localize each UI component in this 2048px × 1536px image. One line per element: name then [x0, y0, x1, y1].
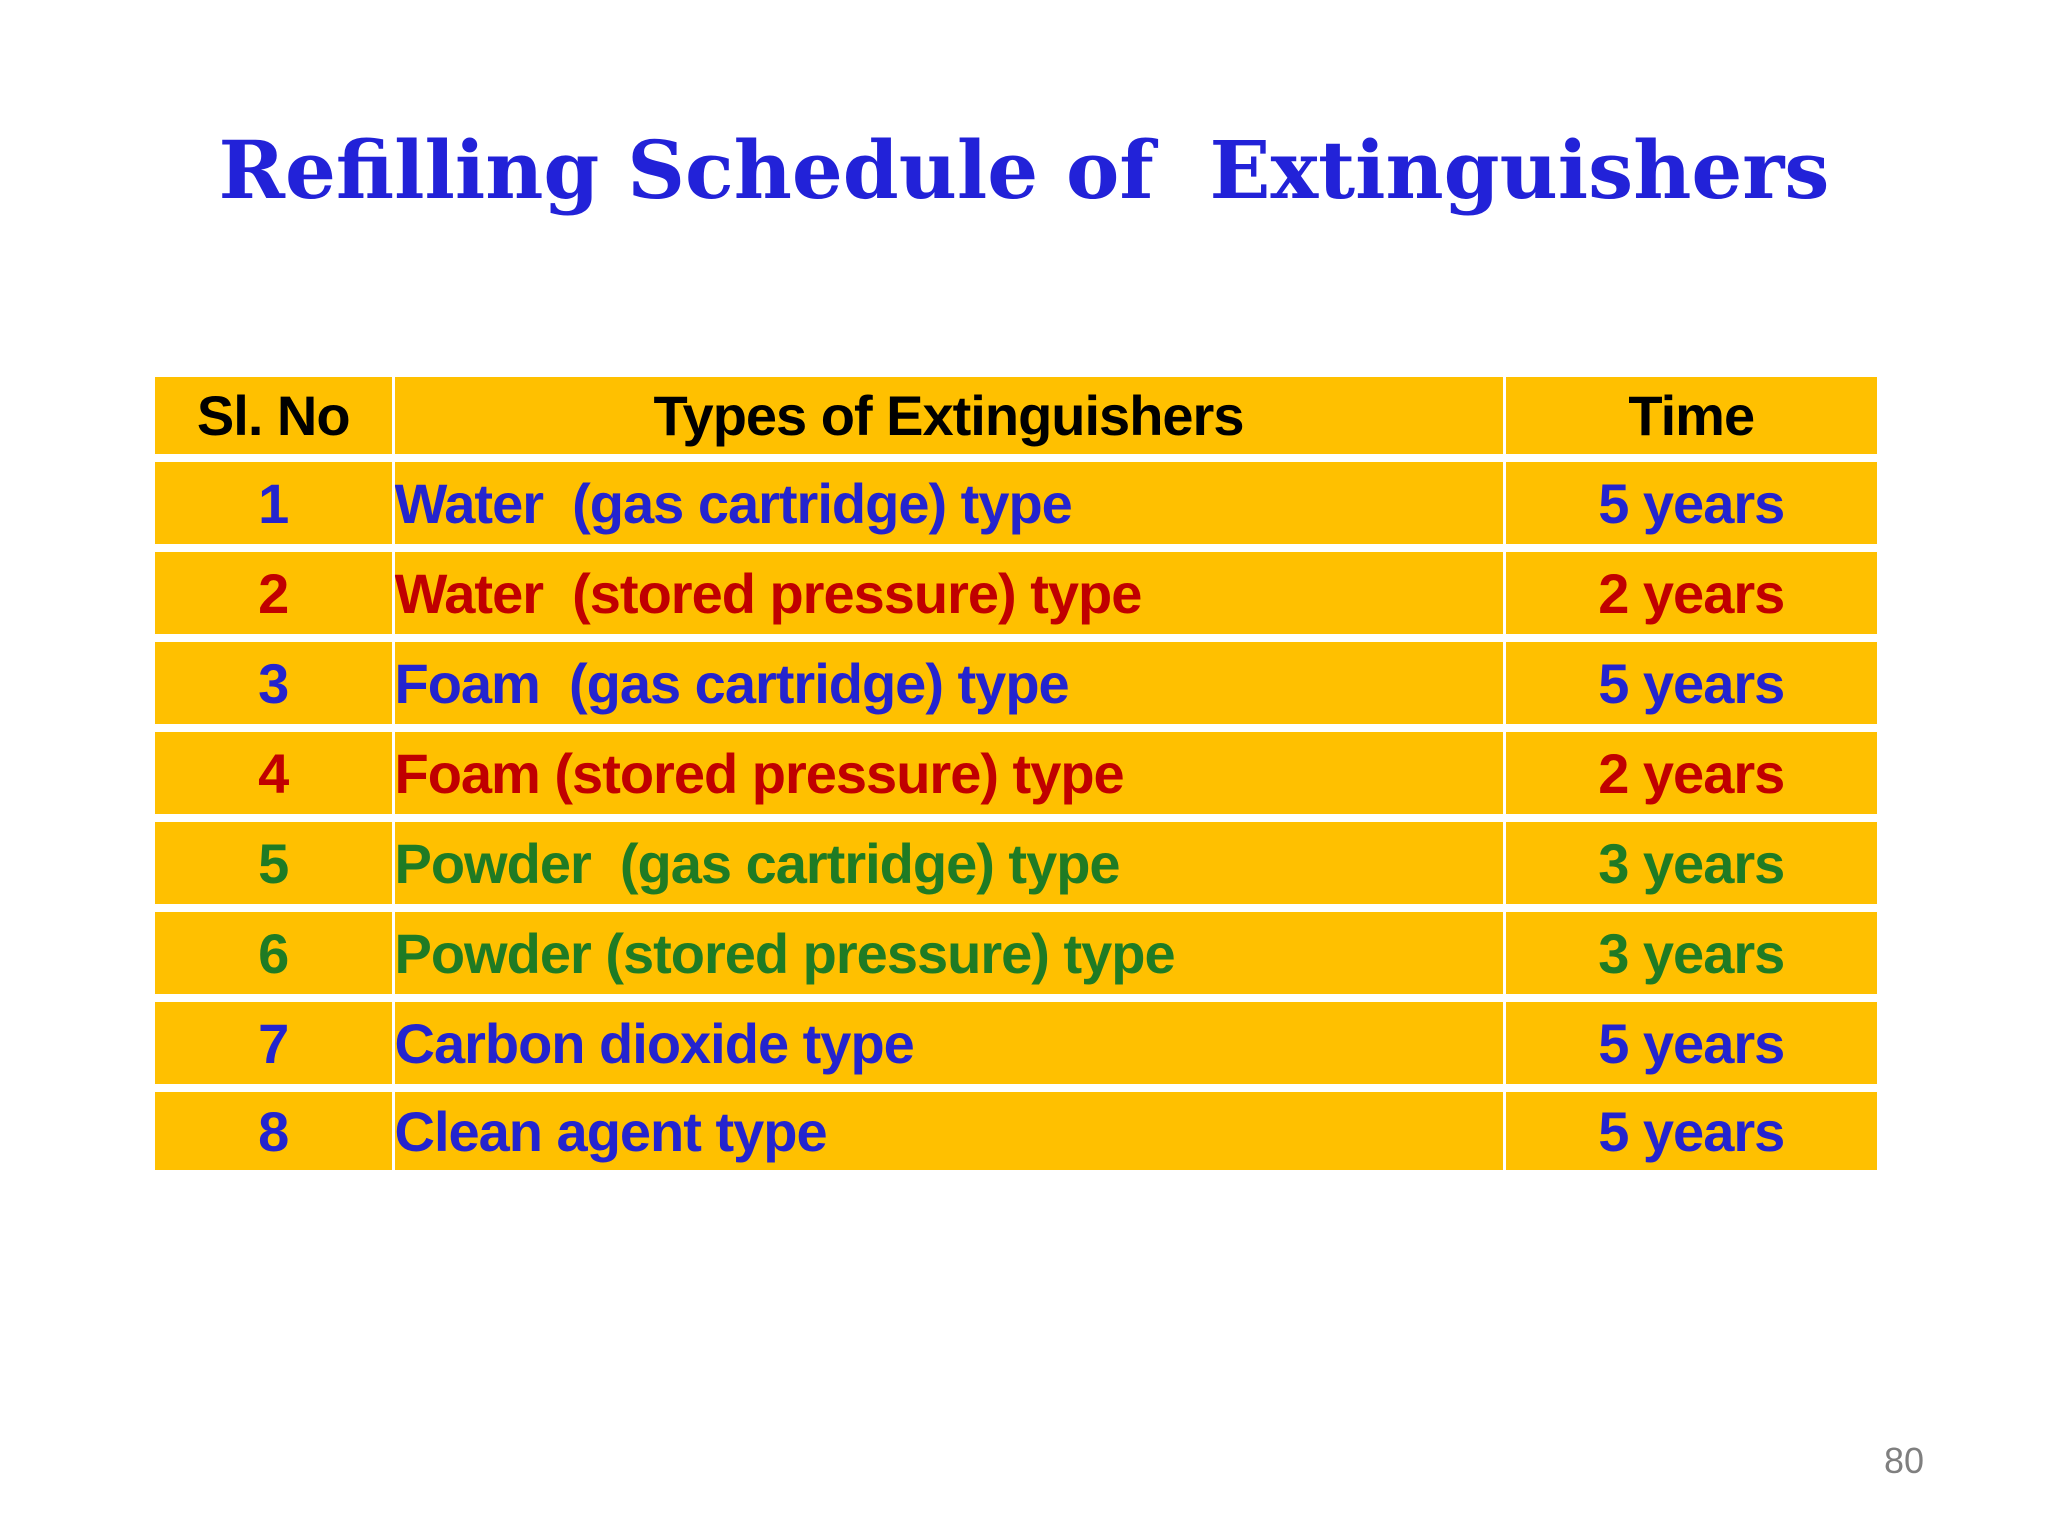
cell-sl-no: 6: [155, 908, 395, 1002]
table-row: 2 Water (stored pressure) type 2 years: [155, 548, 1877, 642]
table-row: 1 Water (gas cartridge) type 5 years: [155, 458, 1877, 552]
table-row: 5 Powder (gas cartridge) type 3 years: [155, 818, 1877, 912]
cell-time: 5 years: [1504, 458, 1877, 552]
cell-type: Carbon dioxide type: [393, 998, 1506, 1092]
cell-time: 2 years: [1504, 728, 1877, 822]
table-row: 8 Clean agent type 5 years: [155, 1088, 1877, 1170]
cell-type: Powder (stored pressure) type: [393, 908, 1506, 1002]
page-number: 80: [1884, 1440, 1925, 1481]
refilling-schedule-table: Sl. No Types of Extinguishers Time 1 Wat…: [155, 377, 1877, 1170]
slide-title: Refilling Schedule of Extinguishers: [218, 123, 1830, 217]
cell-type: Powder (gas cartridge) type: [393, 818, 1506, 912]
cell-time: 3 years: [1504, 818, 1877, 912]
header-cell-types: Types of Extinguishers: [393, 377, 1506, 462]
table-row: 4 Foam (stored pressure) type 2 years: [155, 728, 1877, 822]
cell-time: 2 years: [1504, 548, 1877, 642]
cell-time: 3 years: [1504, 908, 1877, 1002]
cell-sl-no: 8: [155, 1088, 395, 1170]
cell-type: Water (gas cartridge) type: [393, 458, 1506, 552]
cell-type: Foam (stored pressure) type: [393, 728, 1506, 822]
table-row: 6 Powder (stored pressure) type 3 years: [155, 908, 1877, 1002]
header-cell-sl-no: Sl. No: [155, 377, 395, 462]
cell-sl-no: 5: [155, 818, 395, 912]
table-row: 3 Foam (gas cartridge) type 5 years: [155, 638, 1877, 732]
header-cell-time: Time: [1504, 377, 1877, 462]
cell-type: Foam (gas cartridge) type: [393, 638, 1506, 732]
cell-time: 5 years: [1504, 638, 1877, 732]
cell-time: 5 years: [1504, 1088, 1877, 1170]
cell-sl-no: 3: [155, 638, 395, 732]
cell-time: 5 years: [1504, 998, 1877, 1092]
cell-sl-no: 1: [155, 458, 395, 552]
cell-sl-no: 2: [155, 548, 395, 642]
table-row: 7 Carbon dioxide type 5 years: [155, 998, 1877, 1092]
cell-type: Water (stored pressure) type: [393, 548, 1506, 642]
table-header-row: Sl. No Types of Extinguishers Time: [155, 377, 1877, 462]
cell-sl-no: 7: [155, 998, 395, 1092]
cell-sl-no: 4: [155, 728, 395, 822]
cell-type: Clean agent type: [393, 1088, 1506, 1170]
